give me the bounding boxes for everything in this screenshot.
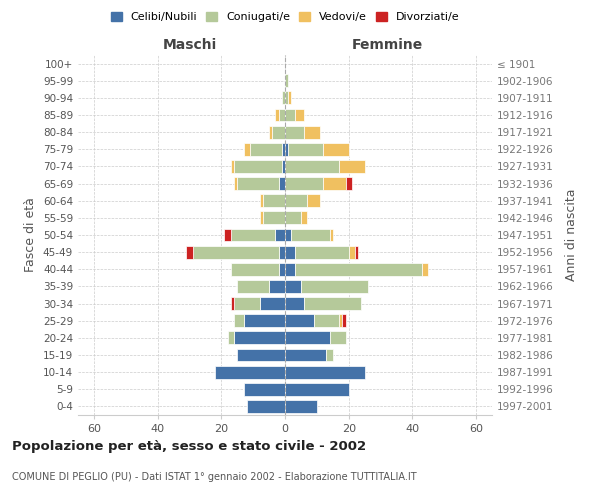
- Bar: [224, 228, 231, 241]
- Bar: [422, 263, 428, 276]
- Bar: [231, 297, 234, 310]
- Bar: [329, 332, 346, 344]
- Legend: Celibi/Nubili, Coniugati/e, Vedovi/e, Divorziati/e: Celibi/Nubili, Coniugati/e, Vedovi/e, Di…: [110, 12, 460, 22]
- Bar: [260, 194, 263, 207]
- Bar: [234, 297, 260, 310]
- Bar: [247, 400, 285, 413]
- Bar: [285, 194, 307, 207]
- Bar: [295, 263, 422, 276]
- Bar: [326, 348, 333, 362]
- Bar: [260, 212, 263, 224]
- Bar: [215, 366, 285, 378]
- Bar: [269, 280, 285, 293]
- Bar: [285, 332, 329, 344]
- Bar: [278, 263, 285, 276]
- Bar: [244, 314, 285, 327]
- Bar: [234, 314, 244, 327]
- Bar: [285, 74, 288, 87]
- Bar: [282, 143, 285, 156]
- Bar: [231, 160, 234, 173]
- Text: Femmine: Femmine: [351, 38, 422, 52]
- Bar: [285, 348, 326, 362]
- Bar: [285, 126, 304, 138]
- Bar: [323, 143, 349, 156]
- Bar: [260, 297, 285, 310]
- Bar: [346, 177, 352, 190]
- Bar: [329, 228, 333, 241]
- Bar: [263, 194, 285, 207]
- Bar: [323, 177, 346, 190]
- Bar: [282, 160, 285, 173]
- Text: COMUNE DI PEGLIO (PU) - Dati ISTAT 1° gennaio 2002 - Elaborazione TUTTITALIA.IT: COMUNE DI PEGLIO (PU) - Dati ISTAT 1° ge…: [12, 472, 416, 482]
- Bar: [295, 246, 349, 258]
- Bar: [282, 92, 285, 104]
- Bar: [288, 143, 323, 156]
- Bar: [285, 366, 365, 378]
- Bar: [269, 126, 272, 138]
- Bar: [231, 228, 275, 241]
- Text: Maschi: Maschi: [163, 38, 217, 52]
- Bar: [304, 126, 320, 138]
- Bar: [285, 143, 288, 156]
- Bar: [339, 314, 343, 327]
- Bar: [227, 332, 234, 344]
- Bar: [193, 246, 278, 258]
- Bar: [234, 332, 285, 344]
- Bar: [285, 92, 288, 104]
- Bar: [288, 92, 292, 104]
- Bar: [234, 160, 282, 173]
- Text: Popolazione per età, sesso e stato civile - 2002: Popolazione per età, sesso e stato civil…: [12, 440, 366, 453]
- Bar: [307, 194, 320, 207]
- Bar: [244, 383, 285, 396]
- Bar: [285, 297, 304, 310]
- Bar: [250, 143, 282, 156]
- Bar: [237, 280, 269, 293]
- Bar: [339, 160, 365, 173]
- Bar: [275, 108, 278, 122]
- Bar: [272, 126, 285, 138]
- Bar: [263, 212, 285, 224]
- Bar: [295, 108, 304, 122]
- Bar: [244, 143, 250, 156]
- Bar: [278, 246, 285, 258]
- Bar: [231, 263, 278, 276]
- Bar: [278, 108, 285, 122]
- Bar: [237, 348, 285, 362]
- Bar: [285, 228, 292, 241]
- Bar: [285, 383, 349, 396]
- Bar: [301, 280, 368, 293]
- Bar: [285, 314, 314, 327]
- Bar: [278, 177, 285, 190]
- Bar: [304, 297, 361, 310]
- Bar: [186, 246, 193, 258]
- Bar: [234, 177, 237, 190]
- Bar: [285, 177, 323, 190]
- Bar: [285, 280, 301, 293]
- Bar: [285, 246, 295, 258]
- Bar: [285, 212, 301, 224]
- Bar: [314, 314, 339, 327]
- Bar: [349, 246, 355, 258]
- Bar: [301, 212, 307, 224]
- Bar: [237, 177, 278, 190]
- Y-axis label: Anni di nascita: Anni di nascita: [565, 188, 578, 281]
- Bar: [285, 108, 295, 122]
- Bar: [292, 228, 329, 241]
- Bar: [343, 314, 346, 327]
- Bar: [285, 263, 295, 276]
- Bar: [275, 228, 285, 241]
- Bar: [285, 160, 339, 173]
- Bar: [285, 400, 317, 413]
- Y-axis label: Fasce di età: Fasce di età: [25, 198, 37, 272]
- Bar: [355, 246, 358, 258]
